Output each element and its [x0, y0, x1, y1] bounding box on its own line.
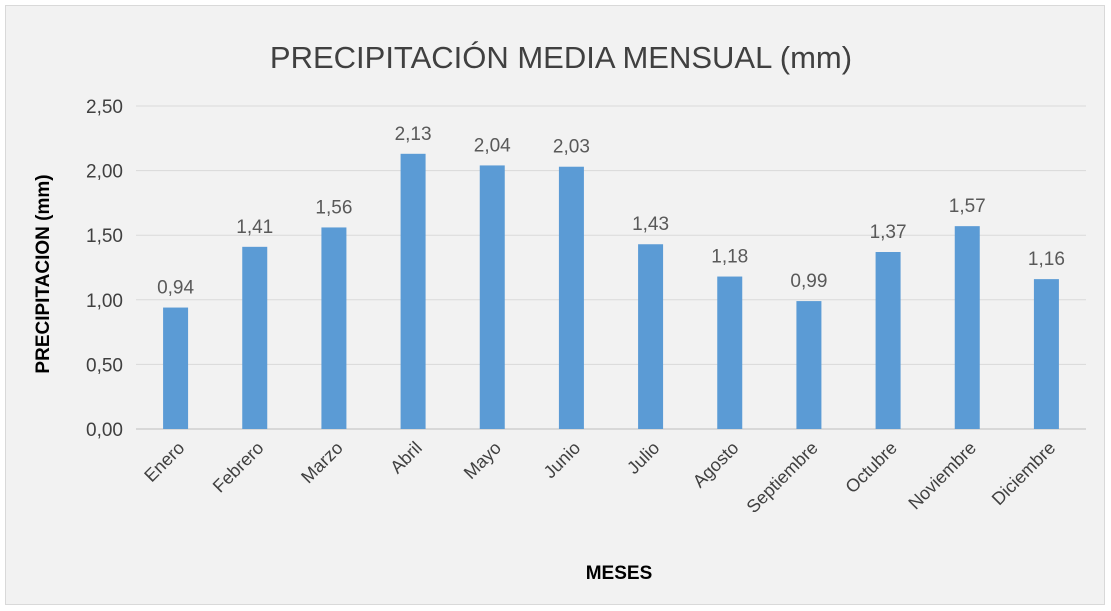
category-label: Diciembre — [988, 438, 1059, 509]
data-label: 1,41 — [236, 217, 273, 238]
data-label: 1,16 — [1028, 249, 1065, 270]
category-label: Marzo — [297, 438, 347, 488]
y-tick-label: 0,50 — [86, 355, 123, 376]
bar — [1033, 279, 1059, 429]
category-label: Agosto — [689, 438, 743, 492]
y-tick-label: 2,00 — [86, 162, 123, 183]
y-tick-label: 1,00 — [86, 291, 123, 312]
category-label: Abril — [386, 438, 426, 478]
bar — [163, 307, 189, 429]
data-label: 1,57 — [949, 196, 986, 217]
category-label: Enero — [140, 438, 188, 486]
x-axis-title: MESES — [586, 563, 653, 584]
data-label: 0,99 — [790, 271, 827, 292]
x-axis-categories: Enero Febrero Marzo Abril Mayo Junio Julio Agos… — [140, 438, 1059, 517]
bar — [321, 227, 347, 429]
y-axis-title: PRECIPITACION (mm) — [33, 174, 54, 373]
y-tick-label: 0,00 — [86, 420, 123, 441]
y-axis-ticks: 0,00 0,50 1,00 1,50 2,00 2,50 — [86, 97, 123, 441]
data-label: 1,18 — [711, 247, 748, 268]
category-label: Septiembre — [743, 438, 822, 517]
category-label: Febrero — [209, 438, 268, 497]
data-label: 2,03 — [553, 137, 590, 158]
data-label: 1,43 — [632, 214, 669, 235]
data-labels: 0,94 1,41 1,56 2,13 2,04 2,03 1,43 1,18 0,99 1,37… — [157, 124, 1065, 299]
y-tick-label: 1,50 — [86, 226, 123, 247]
category-label: Julio — [623, 438, 663, 478]
bar — [875, 251, 901, 429]
category-label: Octubre — [841, 438, 900, 497]
bar — [400, 153, 426, 429]
bar — [796, 301, 822, 429]
bar — [954, 226, 980, 429]
gridlines — [136, 105, 1086, 430]
bar — [717, 276, 743, 429]
chart-title: PRECIPITACIÓN MEDIA MENSUAL (mm) — [270, 40, 852, 75]
data-label: 2,04 — [474, 135, 511, 156]
chart-frame: PRECIPITACIÓN MEDIA MENSUAL (mm) PRECIPI… — [5, 5, 1105, 605]
data-label: 2,13 — [395, 124, 432, 145]
bars — [163, 153, 1059, 429]
y-tick-label: 2,50 — [86, 97, 123, 118]
bar — [242, 246, 268, 429]
category-label: Mayo — [460, 438, 505, 483]
data-label: 1,56 — [315, 197, 352, 218]
bar — [558, 166, 584, 429]
bar — [638, 244, 664, 429]
data-label: 1,37 — [870, 222, 907, 243]
bar — [479, 165, 505, 429]
bar-chart: PRECIPITACIÓN MEDIA MENSUAL (mm) PRECIPI… — [33, 40, 1086, 584]
category-label: Noviembre — [904, 438, 980, 514]
category-label: Junio — [540, 438, 585, 483]
data-label: 0,94 — [157, 278, 194, 299]
